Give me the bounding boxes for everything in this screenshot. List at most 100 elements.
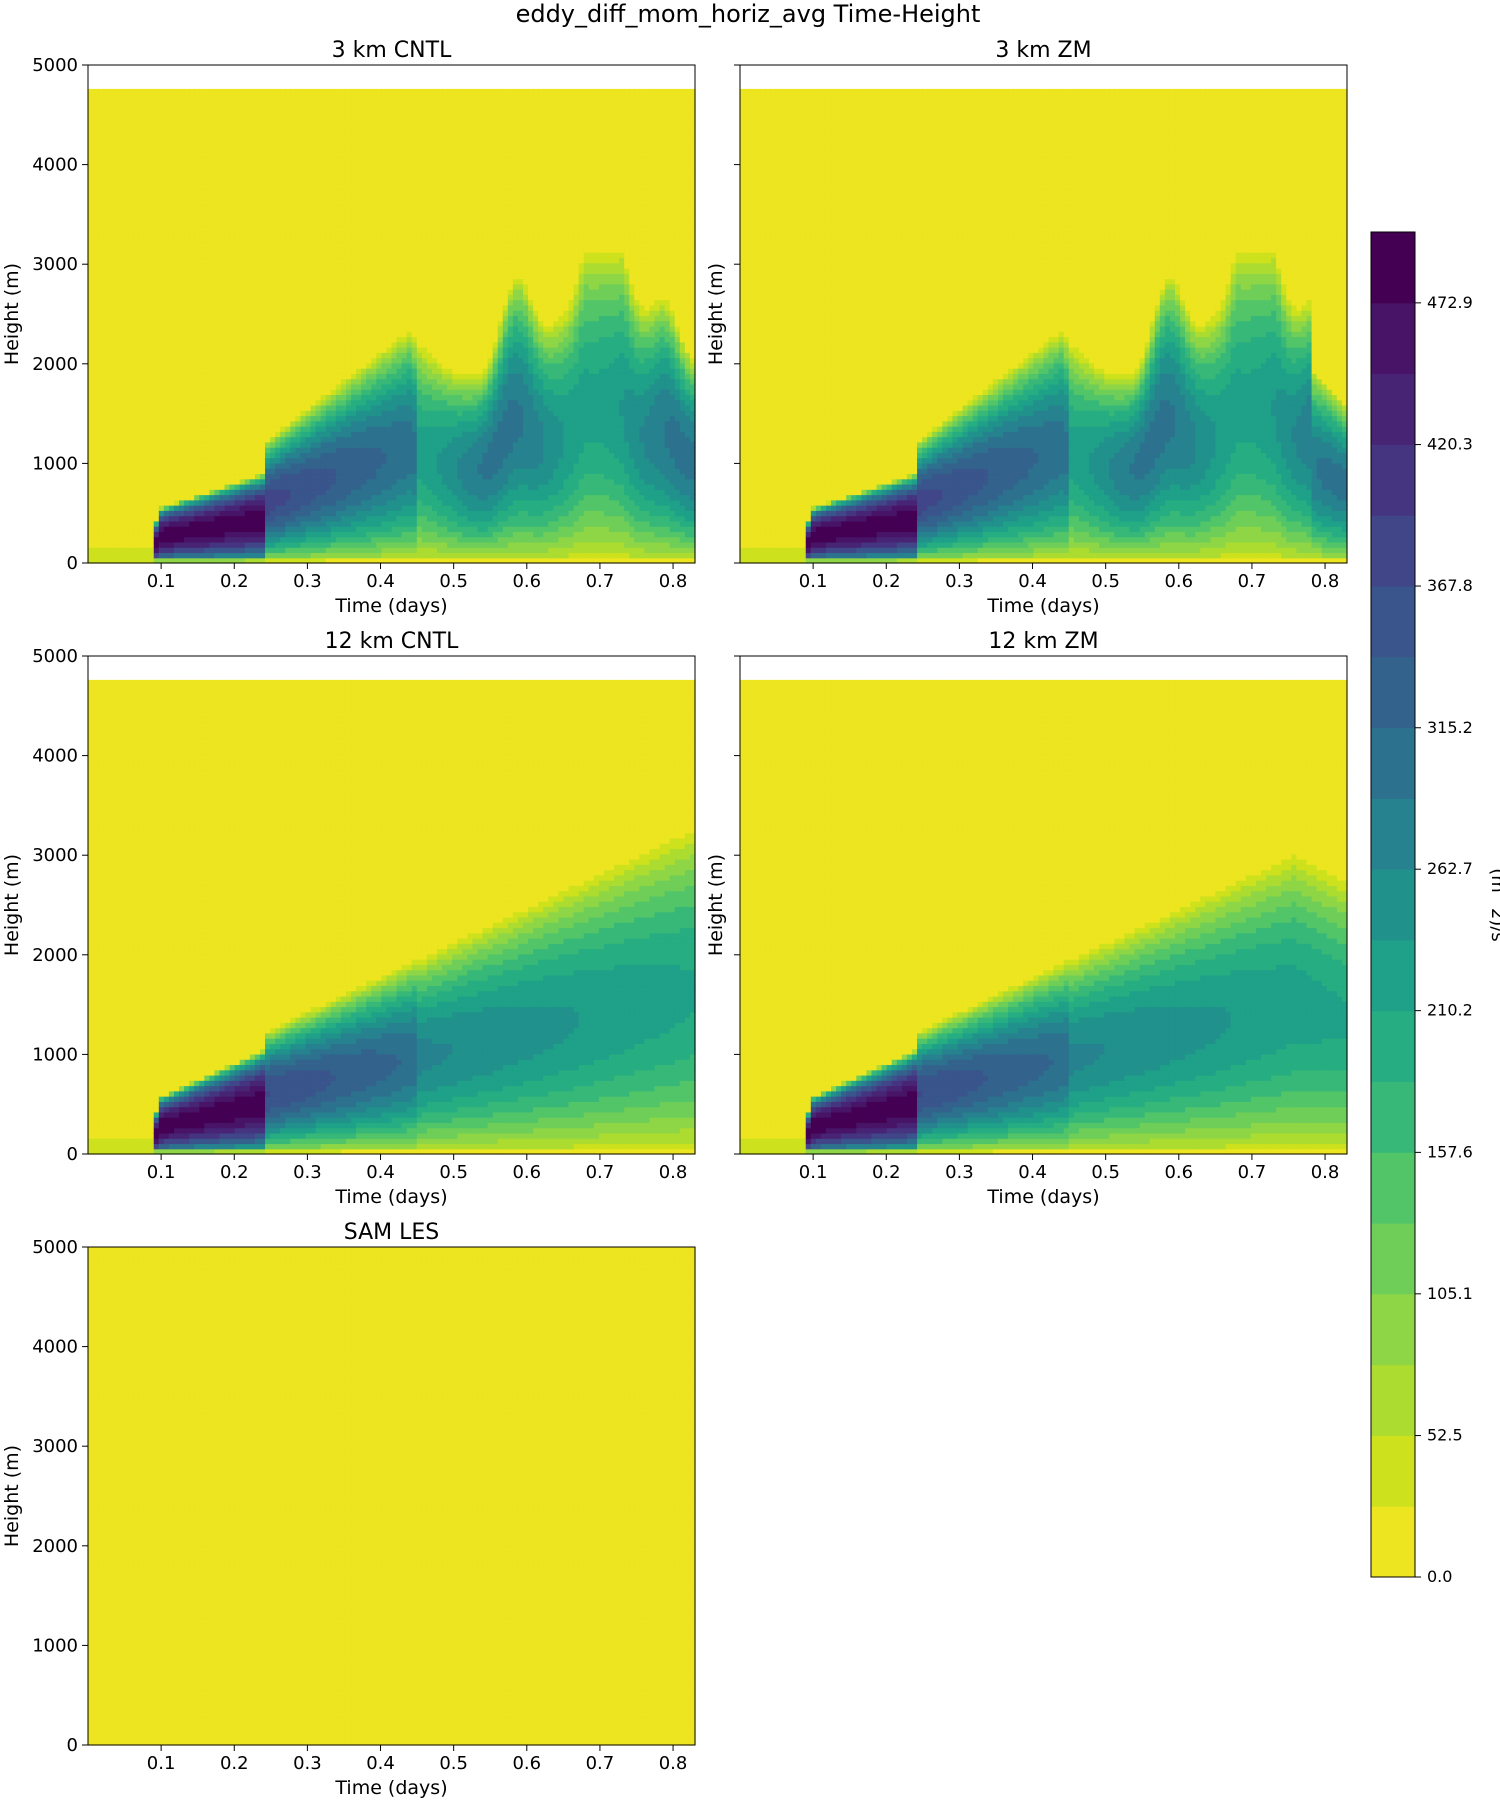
heatmap-cell xyxy=(98,516,104,522)
heatmap-cell xyxy=(123,336,129,342)
heatmap-cell xyxy=(108,379,114,385)
heatmap-cell xyxy=(113,458,119,464)
heatmap-cell xyxy=(103,531,109,537)
heatmap-cell xyxy=(98,326,104,332)
heatmap-cell xyxy=(93,416,99,422)
heatmap-cell xyxy=(123,431,129,437)
heatmap-cell xyxy=(108,463,114,469)
heatmap-cell xyxy=(98,126,104,132)
heatmap-cell xyxy=(98,394,104,400)
heatmap-cell xyxy=(118,379,124,385)
heatmap-cell xyxy=(113,358,119,364)
heatmap-cell xyxy=(123,252,129,258)
heatmap-cell xyxy=(108,305,114,311)
heatmap-cell xyxy=(108,279,114,285)
heatmap-cell xyxy=(93,389,99,395)
heatmap-cell xyxy=(113,131,119,137)
heatmap-cell xyxy=(103,468,109,474)
heatmap-cell xyxy=(113,384,119,390)
heatmap-cell xyxy=(103,131,109,137)
heatmap-cell xyxy=(113,521,119,527)
heatmap-cell xyxy=(93,315,99,321)
heatmap-cell xyxy=(103,310,109,316)
heatmap-cell xyxy=(123,326,129,332)
heatmap-cell xyxy=(88,215,94,221)
heatmap-cell xyxy=(118,121,124,127)
heatmap-cell xyxy=(108,437,114,443)
heatmap-cell xyxy=(123,347,129,353)
heatmap-cell xyxy=(103,373,109,379)
heatmap-cell xyxy=(88,484,94,490)
heatmap-cell xyxy=(93,463,99,469)
heatmap-cell xyxy=(103,210,109,216)
heatmap-cell xyxy=(113,310,119,316)
heatmap-cell xyxy=(103,479,109,485)
heatmap-cell xyxy=(93,468,99,474)
heatmap-cell xyxy=(108,110,114,116)
heatmap-cell xyxy=(98,405,104,411)
heatmap-cell xyxy=(103,268,109,274)
heatmap-cell xyxy=(98,184,104,190)
heatmap-cell xyxy=(108,121,114,127)
heatmap-cell xyxy=(98,336,104,342)
heatmap-cell xyxy=(123,273,129,279)
heatmap-cell xyxy=(123,236,129,242)
heatmap-cell xyxy=(113,99,119,105)
heatmap-cell xyxy=(118,516,124,522)
heatmap-cell xyxy=(88,273,94,279)
heatmap-cell xyxy=(98,431,104,437)
heatmap-cell xyxy=(93,379,99,385)
heatmap-cell xyxy=(88,431,94,437)
heatmap-cell xyxy=(88,310,94,316)
heatmap-cell xyxy=(93,94,99,100)
heatmap-cell xyxy=(103,157,109,163)
heatmap-cell xyxy=(88,263,94,269)
heatmap-cell xyxy=(88,452,94,458)
heatmap-cell xyxy=(93,136,99,142)
heatmap-cell xyxy=(93,273,99,279)
heatmap-cell xyxy=(113,410,119,416)
heatmap-cell xyxy=(88,163,94,169)
heatmap-cell xyxy=(123,531,129,537)
heatmap-cell xyxy=(123,231,129,237)
heatmap-cell xyxy=(93,289,99,295)
heatmap-cell xyxy=(98,263,104,269)
heatmap-cell xyxy=(123,416,129,422)
heatmap-cell xyxy=(113,463,119,469)
heatmap-cell xyxy=(118,126,124,132)
heatmap-cell xyxy=(98,105,104,111)
heatmap-cell xyxy=(123,342,129,348)
heatmap-cell xyxy=(88,242,94,248)
heatmap-cell xyxy=(113,163,119,169)
heatmap-cell xyxy=(98,173,104,179)
heatmap-cell xyxy=(88,547,94,553)
heatmap-cell xyxy=(123,247,129,253)
heatmap-cell xyxy=(88,226,94,232)
heatmap-cell xyxy=(108,221,114,227)
heatmap-cell xyxy=(113,552,119,558)
heatmap-cell xyxy=(118,178,124,184)
heatmap-cell xyxy=(103,147,109,153)
heatmap-cell xyxy=(98,236,104,242)
heatmap-cell xyxy=(108,384,114,390)
heatmap-cell xyxy=(103,142,109,148)
heatmap-cell xyxy=(103,394,109,400)
heatmap-cell xyxy=(113,221,119,227)
heatmap-cell xyxy=(118,163,124,169)
heatmap-cell xyxy=(93,552,99,558)
heatmap-cell xyxy=(93,242,99,248)
heatmap-cell xyxy=(108,321,114,327)
heatmap-cell xyxy=(93,484,99,490)
heatmap-cell xyxy=(118,279,124,285)
heatmap-cell xyxy=(103,315,109,321)
heatmap-cell xyxy=(98,294,104,300)
heatmap-cell xyxy=(113,215,119,221)
heatmap-cell xyxy=(93,110,99,116)
heatmap-cell xyxy=(108,94,114,100)
heatmap-cell xyxy=(93,394,99,400)
heatmap-cell xyxy=(98,300,104,306)
heatmap-cell xyxy=(88,416,94,422)
heatmap-cell xyxy=(113,468,119,474)
heatmap-cell xyxy=(98,552,104,558)
heatmap-cell xyxy=(93,189,99,195)
